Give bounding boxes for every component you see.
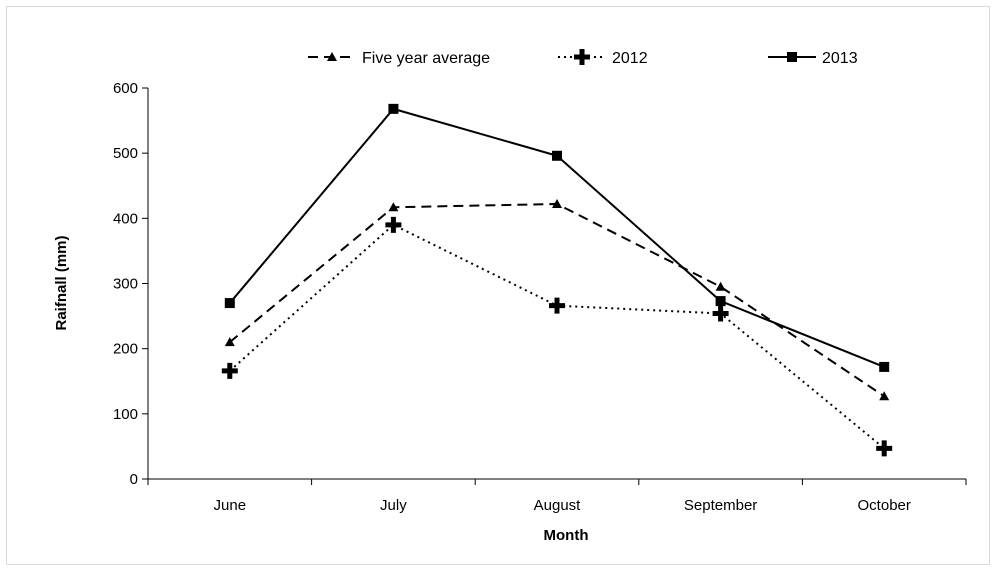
chart-frame <box>6 6 990 565</box>
point-marker-square <box>715 296 726 307</box>
y-axis-ticks: 0 100 200 300 400 500 600 <box>113 80 148 488</box>
legend-entry: 2012 <box>558 49 648 67</box>
x-tick-label: June <box>214 497 247 514</box>
point-marker-cross <box>549 297 565 314</box>
point-marker-square <box>879 361 890 372</box>
axes <box>147 88 966 480</box>
point-marker-triangle <box>552 198 562 208</box>
point-marker-triangle <box>388 202 399 212</box>
y-tick-label: 0 <box>130 471 138 488</box>
series-3 <box>224 103 890 372</box>
x-axis-title: Month <box>544 527 589 544</box>
legend-entry: Five year average <box>308 50 490 67</box>
y-tick-label: 400 <box>113 210 138 227</box>
point-marker-cross <box>876 440 893 457</box>
point-marker-triangle <box>224 337 235 347</box>
point-marker-cross <box>221 362 238 379</box>
y-tick-label: 600 <box>113 80 138 97</box>
legend: Five year average 2012 2013 <box>308 49 858 67</box>
y-axis-title: Raifnall (mm) <box>53 235 70 330</box>
y-tick-label: 300 <box>113 276 138 293</box>
legend-label: 2013 <box>822 50 858 67</box>
y-tick-label: 200 <box>113 341 138 358</box>
series-layer <box>221 103 893 457</box>
y-tick-label: 500 <box>113 145 138 162</box>
legend-label: 2012 <box>612 50 648 67</box>
x-tick-label: August <box>534 497 582 514</box>
point-marker-square <box>787 52 797 62</box>
point-marker-cross <box>385 216 402 233</box>
point-marker-square <box>552 150 562 161</box>
point-marker-triangle <box>327 52 337 61</box>
point-marker-triangle <box>879 391 890 401</box>
x-tick-label: July <box>380 497 407 514</box>
x-tick-label: October <box>858 497 911 514</box>
y-tick-label: 100 <box>113 406 138 423</box>
point-marker-triangle <box>715 281 726 291</box>
legend-label: Five year average <box>362 50 490 67</box>
series-line <box>229 107 885 368</box>
series-line <box>229 223 885 450</box>
point-marker-square <box>224 298 235 309</box>
legend-entry: 2013 <box>768 50 858 67</box>
point-marker-cross <box>712 305 729 322</box>
series-2 <box>221 216 893 457</box>
point-marker-square <box>388 103 399 114</box>
x-tick-label: September <box>684 497 757 514</box>
x-axis-ticks: June July August September October <box>147 479 967 514</box>
point-marker-cross <box>574 49 590 65</box>
